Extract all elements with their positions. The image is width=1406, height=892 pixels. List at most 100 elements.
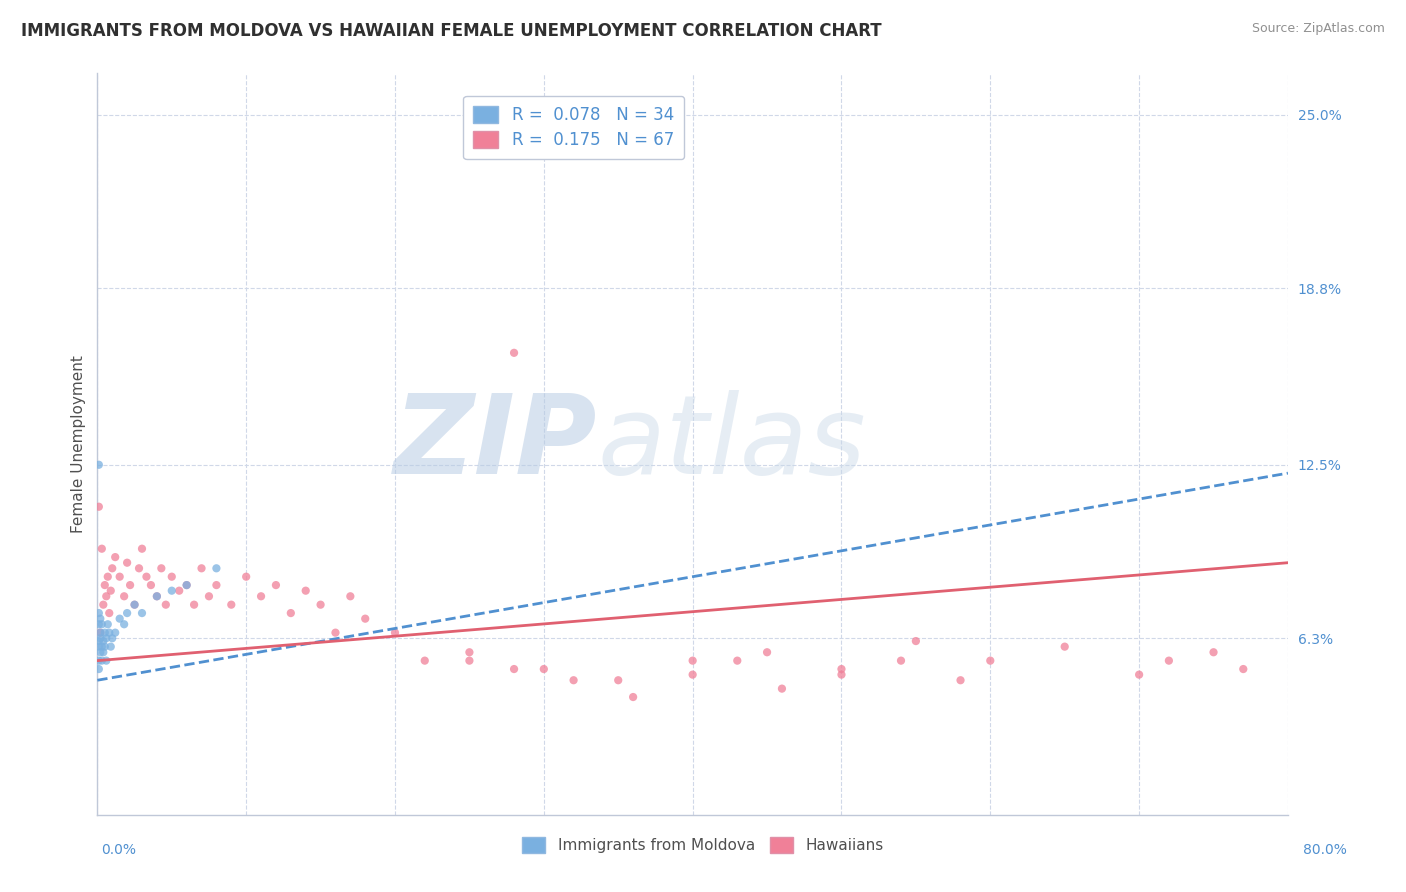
Point bbox=[94, 578, 117, 592]
Point bbox=[87, 458, 110, 472]
Point bbox=[725, 654, 748, 668]
Point bbox=[90, 640, 112, 654]
Text: 0.0%: 0.0% bbox=[101, 843, 136, 857]
Point bbox=[607, 673, 630, 688]
Point bbox=[89, 625, 111, 640]
Text: 80.0%: 80.0% bbox=[1303, 843, 1347, 857]
Point bbox=[100, 640, 122, 654]
Point bbox=[131, 541, 153, 556]
Point bbox=[198, 589, 221, 603]
Text: Source: ZipAtlas.com: Source: ZipAtlas.com bbox=[1251, 22, 1385, 36]
Point bbox=[96, 654, 118, 668]
Point bbox=[458, 654, 481, 668]
Point bbox=[830, 662, 852, 676]
Point bbox=[98, 606, 121, 620]
Point bbox=[167, 583, 190, 598]
Point bbox=[135, 570, 157, 584]
Point bbox=[503, 662, 526, 676]
Point bbox=[112, 589, 135, 603]
Point bbox=[94, 625, 117, 640]
Point bbox=[87, 606, 110, 620]
Point bbox=[979, 654, 1001, 668]
Point bbox=[280, 606, 302, 620]
Point bbox=[124, 598, 146, 612]
Point bbox=[104, 550, 127, 565]
Point bbox=[120, 578, 142, 592]
Point bbox=[503, 346, 526, 360]
Point bbox=[309, 598, 332, 612]
Point bbox=[146, 589, 169, 603]
Point bbox=[100, 583, 122, 598]
Point bbox=[264, 578, 287, 592]
Point bbox=[89, 612, 111, 626]
Point bbox=[96, 589, 118, 603]
Point bbox=[91, 645, 114, 659]
Point bbox=[176, 578, 198, 592]
Point bbox=[160, 570, 183, 584]
Point bbox=[87, 662, 110, 676]
Point bbox=[205, 578, 228, 592]
Point bbox=[89, 625, 111, 640]
Point bbox=[108, 612, 131, 626]
Point bbox=[190, 561, 212, 575]
Point bbox=[325, 625, 347, 640]
Point bbox=[97, 570, 120, 584]
Legend: R =  0.078   N = 34, R =  0.175   N = 67: R = 0.078 N = 34, R = 0.175 N = 67 bbox=[464, 96, 683, 159]
Point bbox=[146, 589, 169, 603]
Point bbox=[155, 598, 177, 612]
Point bbox=[150, 561, 173, 575]
Point bbox=[96, 632, 118, 646]
Text: ZIP: ZIP bbox=[394, 391, 598, 497]
Point bbox=[830, 667, 852, 681]
Point bbox=[87, 654, 110, 668]
Point bbox=[770, 681, 793, 696]
Point bbox=[354, 612, 377, 626]
Point bbox=[89, 645, 111, 659]
Point bbox=[101, 561, 124, 575]
Point bbox=[108, 570, 131, 584]
Point bbox=[87, 640, 110, 654]
Point bbox=[87, 617, 110, 632]
Point bbox=[128, 561, 150, 575]
Point bbox=[1232, 662, 1254, 676]
Point bbox=[131, 606, 153, 620]
Point bbox=[124, 598, 146, 612]
Point bbox=[904, 634, 927, 648]
Text: IMMIGRANTS FROM MOLDOVA VS HAWAIIAN FEMALE UNEMPLOYMENT CORRELATION CHART: IMMIGRANTS FROM MOLDOVA VS HAWAIIAN FEMA… bbox=[21, 22, 882, 40]
Point bbox=[949, 673, 972, 688]
Y-axis label: Female Unemployment: Female Unemployment bbox=[72, 355, 86, 533]
Point bbox=[101, 632, 124, 646]
Point bbox=[384, 625, 406, 640]
Point bbox=[458, 645, 481, 659]
Point bbox=[682, 654, 704, 668]
Point bbox=[1053, 640, 1076, 654]
Point bbox=[176, 578, 198, 592]
Point bbox=[90, 541, 112, 556]
Point bbox=[90, 617, 112, 632]
Point bbox=[87, 634, 110, 648]
Point bbox=[235, 570, 257, 584]
Point bbox=[533, 662, 555, 676]
Point bbox=[89, 632, 111, 646]
Point bbox=[112, 617, 135, 632]
Point bbox=[97, 617, 120, 632]
Point bbox=[205, 561, 228, 575]
Point bbox=[1128, 667, 1150, 681]
Point bbox=[91, 598, 114, 612]
Text: atlas: atlas bbox=[598, 391, 866, 497]
Point bbox=[183, 598, 205, 612]
Point bbox=[756, 645, 779, 659]
Point bbox=[91, 634, 114, 648]
Point bbox=[890, 654, 912, 668]
Point bbox=[98, 625, 121, 640]
Point bbox=[339, 589, 361, 603]
Point bbox=[221, 598, 243, 612]
Point bbox=[413, 654, 436, 668]
Point bbox=[562, 673, 585, 688]
Point bbox=[90, 654, 112, 668]
Point bbox=[294, 583, 316, 598]
Point bbox=[104, 625, 127, 640]
Point bbox=[115, 556, 138, 570]
Point bbox=[1202, 645, 1225, 659]
Point bbox=[621, 690, 644, 704]
